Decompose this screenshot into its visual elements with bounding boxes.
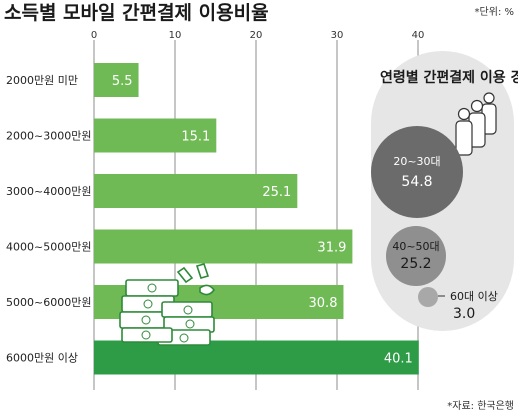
bubble-20-30-value: 54.8 <box>401 174 432 190</box>
x-tick-label: 40 <box>412 30 425 41</box>
category-label: 6000만원 이상 <box>6 352 78 365</box>
bar <box>94 63 139 97</box>
bar <box>94 118 217 153</box>
source-note: *자료: 한국은행 <box>447 400 514 412</box>
bubble-60-plus-value: 3.0 <box>453 306 475 322</box>
money-stack-icon <box>119 263 216 346</box>
category-label: 4000~5000만원 <box>6 241 91 254</box>
bubble-40-50-value: 25.2 <box>400 256 431 272</box>
bar <box>94 340 419 375</box>
bar <box>94 229 353 264</box>
chart-title: 소득별 모바일 간편결제 이용비율 <box>4 2 269 24</box>
bar-value-label: 31.9 <box>317 241 346 256</box>
category-label: 2000만원 미만 <box>6 74 78 87</box>
bubble-60-plus-label: 60대 이상 <box>450 290 498 303</box>
category-label: 2000~3000만원 <box>6 130 91 143</box>
unit-note: *단위: % <box>475 5 514 18</box>
bubble-40-50-label: 40~50대 <box>392 240 439 253</box>
bubble-40-50 <box>386 226 446 286</box>
people-group-icon <box>455 92 497 156</box>
x-tick-label: 20 <box>250 30 263 41</box>
bar-value-label: 25.1 <box>262 185 291 200</box>
bubble-60-plus <box>418 287 438 307</box>
age-inset-title: 연령별 간편결제 이용 경험 <box>380 69 518 86</box>
bubble-20-30 <box>371 126 463 218</box>
category-label: 3000~4000만원 <box>6 185 91 198</box>
category-label: 5000~6000만원 <box>6 296 91 309</box>
x-tick-label: 30 <box>331 30 344 41</box>
bubble-20-30-label: 20~30대 <box>393 155 440 168</box>
bar <box>94 174 298 208</box>
x-axis-ticks: 0 10 20 30 40 <box>91 30 425 41</box>
x-tick-label: 10 <box>169 30 182 41</box>
bar-value-label: 15.1 <box>181 130 210 145</box>
age-inset: 연령별 간편결제 이용 경험 20~30대 54.8 40~50대 25.2 6… <box>371 51 518 331</box>
bar-value-label: 30.8 <box>309 296 338 311</box>
bar-value-label: 40.1 <box>384 352 413 367</box>
x-tick-label: 0 <box>91 30 97 41</box>
bar-value-label: 5.5 <box>112 74 133 89</box>
